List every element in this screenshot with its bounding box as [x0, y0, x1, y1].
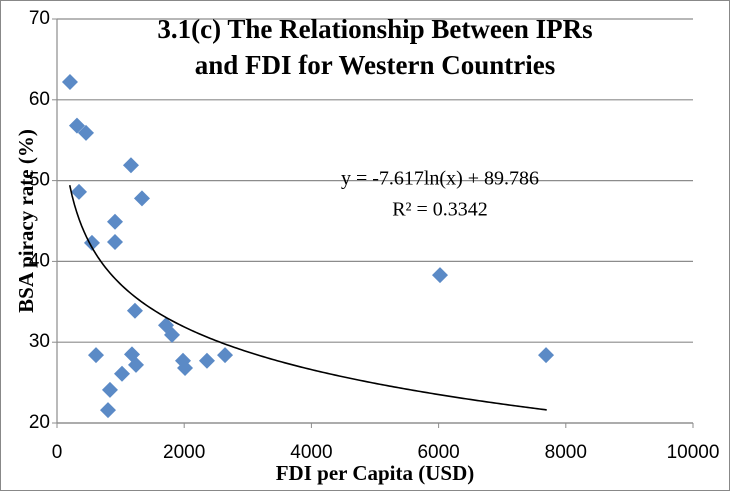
data-point	[68, 117, 85, 134]
data-point	[126, 302, 143, 319]
data-point	[101, 381, 118, 398]
x-axis-label: FDI per Capita (USD)	[276, 461, 475, 485]
data-point	[61, 74, 78, 91]
x-tick-label: 6000	[417, 442, 459, 463]
data-point	[431, 267, 448, 284]
data-point	[100, 402, 117, 419]
y-tick-label: 30	[29, 331, 50, 352]
trendline	[68, 185, 547, 411]
data-point	[217, 347, 234, 364]
data-point	[87, 347, 104, 364]
data-point	[78, 124, 95, 141]
x-tick-label: 10000	[667, 442, 720, 463]
y-tick-label: 20	[29, 412, 50, 433]
data-point	[113, 365, 130, 382]
chart-title: 3.1(c) The Relationship Between IPRs	[157, 14, 592, 44]
x-tick-label: 4000	[290, 442, 332, 463]
data-point	[133, 190, 150, 207]
data-point	[538, 347, 555, 364]
trendline-equation: y = -7.617ln(x) + 89.786	[341, 168, 539, 190]
y-tick-label: 70	[29, 8, 50, 29]
y-axis-label: BSA piracy rate (%)	[14, 129, 38, 313]
x-tick-label: 0	[52, 442, 63, 463]
y-tick-label: 60	[29, 89, 50, 110]
y-tick-label: 40	[29, 250, 50, 271]
data-point	[198, 352, 215, 369]
y-tick-label: 50	[29, 170, 50, 191]
data-point	[177, 360, 194, 377]
data-point	[107, 213, 124, 230]
x-tick-label: 8000	[545, 442, 587, 463]
data-point	[163, 326, 180, 343]
data-point	[127, 356, 144, 373]
trendline-r2: R² = 0.3342	[392, 199, 488, 221]
data-point	[107, 234, 124, 251]
data-point	[71, 183, 88, 200]
plot-area: 20 30 40 50 60 70 0 2000 4000 6000 8000 10000	[29, 8, 720, 463]
chart-title: and FDI for Western Countries	[195, 50, 556, 80]
x-tick-label: 2000	[163, 442, 205, 463]
data-point	[122, 157, 139, 174]
